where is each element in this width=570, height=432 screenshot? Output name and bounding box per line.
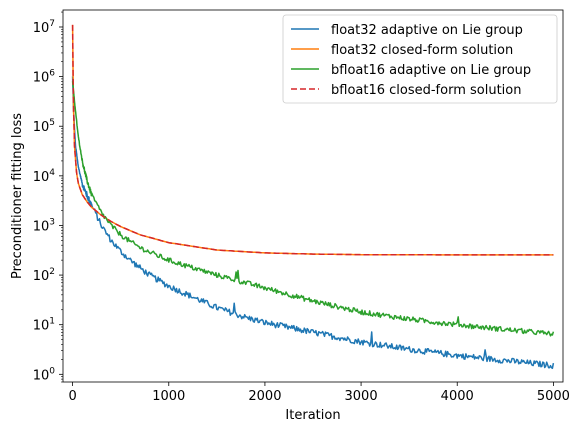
legend-label: float32 closed-form solution bbox=[331, 43, 513, 58]
legend: float32 adaptive on Lie group float32 clo… bbox=[282, 14, 558, 104]
y-tick-exponent: 5 bbox=[49, 118, 55, 128]
x-tick-label: 3000 bbox=[345, 389, 378, 404]
plot-frame bbox=[62, 9, 564, 383]
x-axis-ticks: 0 1000 2000 3000 4000 5000 bbox=[68, 382, 570, 404]
y-tick-base: 10 bbox=[33, 120, 50, 135]
y-tick-label: 102 bbox=[33, 267, 55, 284]
y-tick-base: 10 bbox=[33, 219, 50, 234]
y-axis-label: Preconditioner fitting loss bbox=[10, 113, 25, 279]
y-tick-label: 106 bbox=[33, 69, 56, 86]
y-tick-label: 101 bbox=[33, 317, 55, 334]
legend-box bbox=[282, 14, 558, 104]
legend-label: bfloat16 adaptive on Lie group bbox=[331, 63, 531, 78]
x-tick-label: 4000 bbox=[441, 389, 474, 404]
x-tick-label: 5000 bbox=[537, 389, 570, 404]
legend-label: float32 adaptive on Lie group bbox=[331, 23, 523, 38]
x-tick-label: 0 bbox=[68, 389, 76, 404]
x-axis-label: Iteration bbox=[285, 408, 340, 423]
y-tick-label: 105 bbox=[33, 118, 55, 135]
y-tick-exponent: 2 bbox=[49, 267, 55, 277]
y-tick-exponent: 4 bbox=[49, 168, 55, 178]
series-line bbox=[71, 24, 554, 256]
y-tick-base: 10 bbox=[33, 269, 50, 284]
y-tick-label: 104 bbox=[33, 168, 56, 185]
y-tick-exponent: 0 bbox=[49, 366, 55, 376]
y-tick-exponent: 3 bbox=[49, 217, 55, 227]
y-tick-base: 10 bbox=[33, 319, 50, 334]
x-tick-label: 2000 bbox=[248, 389, 281, 404]
y-tick-exponent: 7 bbox=[49, 19, 55, 29]
x-tick-label: 1000 bbox=[152, 389, 185, 404]
y-tick-base: 10 bbox=[33, 170, 50, 185]
series-line bbox=[71, 76, 555, 370]
y-tick-exponent: 1 bbox=[49, 317, 55, 327]
y-tick-label: 100 bbox=[33, 366, 56, 383]
y-tick-base: 10 bbox=[33, 71, 50, 86]
y-tick-label: 107 bbox=[33, 19, 55, 36]
legend-label: bfloat16 closed-form solution bbox=[331, 83, 521, 98]
y-tick-label: 103 bbox=[33, 217, 55, 234]
y-tick-base: 10 bbox=[33, 21, 50, 36]
y-tick-base: 10 bbox=[33, 368, 50, 383]
series-layer bbox=[71, 24, 555, 370]
series-line bbox=[71, 81, 555, 337]
y-tick-exponent: 6 bbox=[49, 69, 55, 79]
